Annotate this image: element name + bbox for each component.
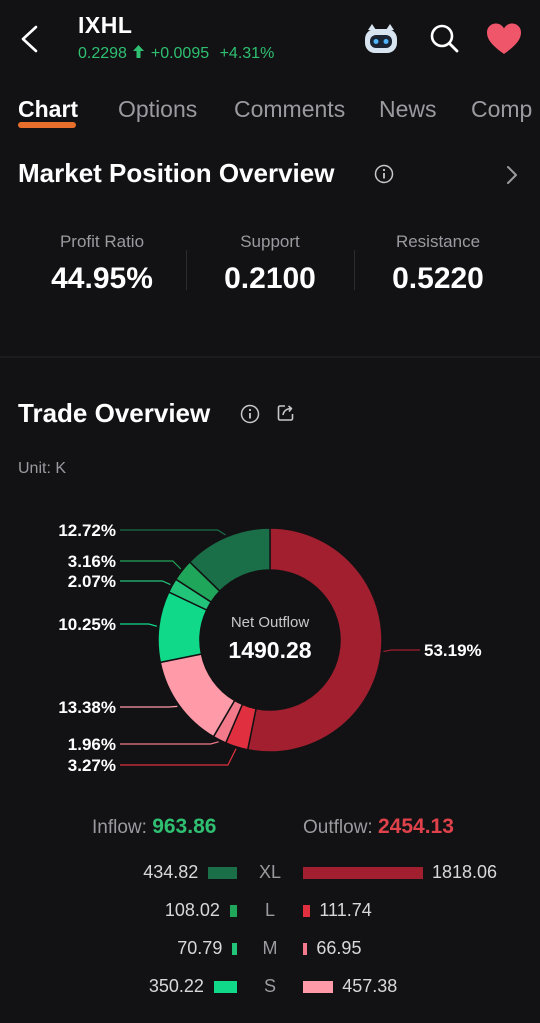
donut-leader-line	[120, 623, 157, 627]
stat-resistance: Resistance 0.5220	[366, 232, 510, 296]
stock-header: IXHL 0.2298 +0.0095 +4.31%	[0, 0, 540, 80]
tab-bar: Chart Options Comments News Comp	[0, 92, 540, 136]
donut-slice-label: 12.72%	[58, 521, 116, 540]
inflow-label: Inflow:	[92, 817, 147, 838]
tab-chart[interactable]: Chart	[18, 96, 79, 122]
donut-slice-label: 53.19%	[424, 641, 482, 660]
flow-row-m: 70.79 M 66.95	[0, 936, 540, 962]
up-arrow-icon	[133, 45, 145, 58]
inflow-bar	[208, 867, 237, 879]
inflow-value: 963.86	[152, 815, 217, 838]
tab-news[interactable]: News	[379, 96, 437, 122]
flow-row-s: 350.22 S 457.38	[0, 974, 540, 1000]
info-icon[interactable]	[240, 404, 260, 424]
back-icon[interactable]	[18, 24, 42, 54]
stat-label: Resistance	[395, 232, 481, 251]
divider	[186, 250, 187, 290]
flow-row-xl: 434.82 XL 1818.06	[0, 860, 540, 886]
unit-label: Unit: K	[18, 460, 67, 477]
stat-label: Profit Ratio	[59, 232, 145, 251]
order-size-class: S	[263, 976, 276, 996]
outflow-bar	[303, 943, 308, 955]
donut-center-label: Net Outflow	[231, 614, 310, 631]
inflow-value: 434.82	[143, 862, 199, 882]
donut-slice-label: 13.38%	[58, 698, 116, 717]
tab-comments[interactable]: Comments	[234, 96, 346, 122]
outflow-bar	[303, 981, 334, 993]
stat-label: Support	[240, 232, 300, 251]
search-icon[interactable]	[428, 22, 460, 54]
chevron-right-icon[interactable]	[504, 164, 520, 186]
donut-slice	[246, 527, 383, 753]
trade-donut-chart: 53.19% 3.27% 1.96% 13.38% 10.25% 2.07%3.16% 12…	[58, 521, 482, 775]
outflow-value: 457.38	[342, 976, 398, 996]
stat-value: 44.95%	[51, 262, 153, 295]
ticker-symbol: IXHL	[78, 12, 133, 38]
inflow-bar	[232, 943, 237, 955]
outflow-bar	[303, 905, 311, 917]
inflow-value: 70.79	[177, 938, 223, 958]
donut-leader-line	[120, 705, 178, 708]
trade-overview-title: Trade Overview	[18, 398, 211, 428]
donut-leader-line	[120, 560, 182, 570]
outflow-value: 2454.13	[377, 815, 454, 838]
outflow-value: 66.95	[316, 938, 362, 958]
donut-slice-label: 3.27%	[68, 756, 116, 775]
donut-leader-line	[120, 748, 237, 766]
donut-leader-line	[120, 741, 219, 745]
tab-options[interactable]: Options	[118, 96, 198, 122]
order-size-class: XL	[258, 862, 282, 882]
donut-slice	[188, 527, 271, 593]
donut-center-value: 1490.28	[228, 637, 311, 663]
donut-leader-line	[383, 649, 420, 652]
divider	[354, 250, 355, 290]
donut-slice-label: 1.96%	[68, 735, 116, 754]
share-icon[interactable]	[276, 403, 296, 423]
market-position-title: Market Position Overview	[18, 158, 335, 188]
active-tab-underline	[18, 122, 76, 128]
stat-value: 0.5220	[392, 262, 484, 295]
stat-value: 0.2100	[224, 262, 316, 295]
info-icon[interactable]	[374, 164, 394, 184]
price-quote: 0.2298 +0.0095 +4.31%	[78, 45, 274, 63]
outflow-bar	[303, 867, 423, 879]
inflow-bar	[229, 905, 237, 917]
donut-leader-line	[120, 580, 171, 586]
outflow-value: 1818.06	[432, 862, 498, 882]
order-size-class: L	[264, 900, 275, 920]
last-price: 0.2298	[78, 45, 127, 62]
heart-icon[interactable]	[485, 22, 523, 56]
outflow-total: Outflow: 2454.13	[303, 815, 454, 839]
donut-slice-label: 2.07%	[68, 572, 116, 591]
stat-profit-ratio: Profit Ratio 44.95%	[30, 232, 174, 296]
flow-row-l: 108.02 L 111.74	[0, 898, 540, 924]
robot-icon[interactable]	[362, 22, 400, 56]
price-change-pct: +4.31%	[219, 45, 275, 62]
inflow-bar	[213, 981, 237, 993]
tab-company[interactable]: Comp	[471, 96, 533, 122]
section-separator	[0, 356, 540, 358]
stat-support: Support 0.2100	[198, 232, 342, 296]
outflow-label: Outflow:	[303, 817, 373, 838]
price-change: +0.0095	[150, 45, 210, 62]
outflow-value: 111.74	[319, 900, 372, 920]
donut-slice-label: 3.16%	[68, 552, 116, 571]
donut-leader-line	[120, 529, 226, 536]
inflow-value: 108.02	[164, 900, 220, 920]
inflow-value: 350.22	[148, 976, 204, 996]
donut-slice-label: 10.25%	[58, 615, 116, 634]
inflow-total: Inflow: 963.86	[92, 815, 216, 839]
order-size-class: M	[262, 938, 278, 958]
